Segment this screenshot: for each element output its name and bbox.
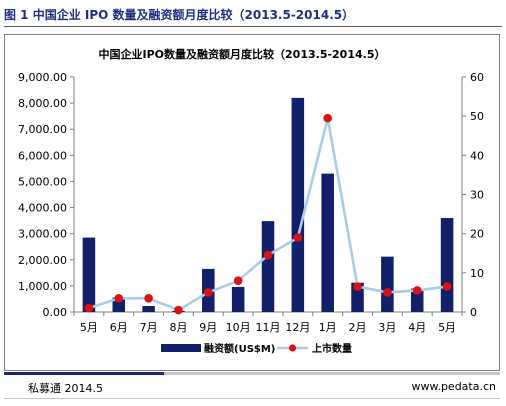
left-tick-label: 6,000.00 [18,149,67,162]
right-tick-label: 0 [470,306,477,319]
website-link[interactable]: www.pedata.cn [411,380,496,393]
right-tick-label: 30 [470,189,484,202]
bar [231,286,245,312]
left-tick-label: 8,000.00 [18,97,67,110]
legend-marker-swatch [288,344,297,352]
x-tick-label: 7月 [140,321,158,334]
line-point [114,293,124,303]
x-tick-label: 11月 [256,321,281,334]
line-point [263,250,273,260]
legend-line-label: 上市数量 [312,342,352,355]
bar [440,218,454,312]
x-tick-label: 10月 [226,321,251,334]
line-point [174,305,183,315]
bar [351,282,364,312]
line-point [144,293,153,303]
bar [410,288,424,312]
line-point [383,288,392,297]
line-point [293,233,303,242]
legend-bar-swatch [161,344,201,352]
bottom-divider [4,398,500,399]
line-point [323,113,332,123]
x-tick-label: 8月 [169,321,187,334]
left-tick-label: 1,000.00 [18,280,67,293]
combo-chart: 中国企业IPO数量及融资额月度比较（2013.5-2014.5） 0.00 1,0… [18,47,484,355]
left-tick-label: 9,000.00 [18,71,67,84]
x-tick-label: 12月 [285,321,310,334]
x-tick-label: 3月 [378,321,396,334]
legend-bar-label: 融资额(US$M) [204,342,275,355]
left-tick-label: 0.00 [43,306,68,319]
tick-labels: 0.00 1,000.00 2,000.00 3,000.00 4,000.00 5,00… [18,71,484,334]
bar-series [82,97,454,312]
bar [321,173,334,312]
bar [261,221,275,312]
left-tick-label: 5,000.00 [18,175,67,188]
bar [82,237,96,312]
x-tick-label: 6月 [110,321,128,334]
line-point [233,276,243,285]
right-tick-label: 20 [470,228,484,241]
bar [142,305,155,312]
left-tick-label: 2,000.00 [18,254,67,267]
line-point [442,282,452,291]
left-tick-label: 7,000.00 [18,123,67,136]
left-tick-label: 3,000.00 [18,228,67,241]
x-tick-label: 5月 [80,321,98,334]
bar [381,256,394,312]
line-point [412,286,422,295]
right-tick-label: 60 [470,71,484,84]
line-point [353,282,362,291]
x-tick-label: 5月 [438,321,456,334]
right-tick-label: 50 [470,110,484,123]
bar [291,97,305,312]
line-point [84,303,94,313]
chart-title: 中国企业IPO数量及融资额月度比较（2013.5-2014.5） [99,47,386,61]
right-tick-label: 40 [470,149,484,162]
x-tick-label: 9月 [199,321,217,334]
source-label: 私募通 2014.5 [28,382,103,395]
right-tick-label: 10 [470,267,484,280]
footer-divider [164,372,500,375]
left-tick-label: 4,000.00 [18,202,67,215]
x-tick-label: 2月 [349,321,367,334]
chart-legend: 融资额(US$M) 上市数量 [161,342,352,355]
line-series [84,113,452,315]
x-tick-label: 1月 [319,321,337,334]
chart-container [4,34,500,371]
x-tick-label: 4月 [408,321,426,334]
footer-accent-bar [4,372,164,375]
caption-divider [4,26,502,27]
figure-caption: 图 1 中国企业 IPO 数量及融资额月度比较（2013.5-2014.5） [4,8,355,22]
line-point [204,288,213,297]
